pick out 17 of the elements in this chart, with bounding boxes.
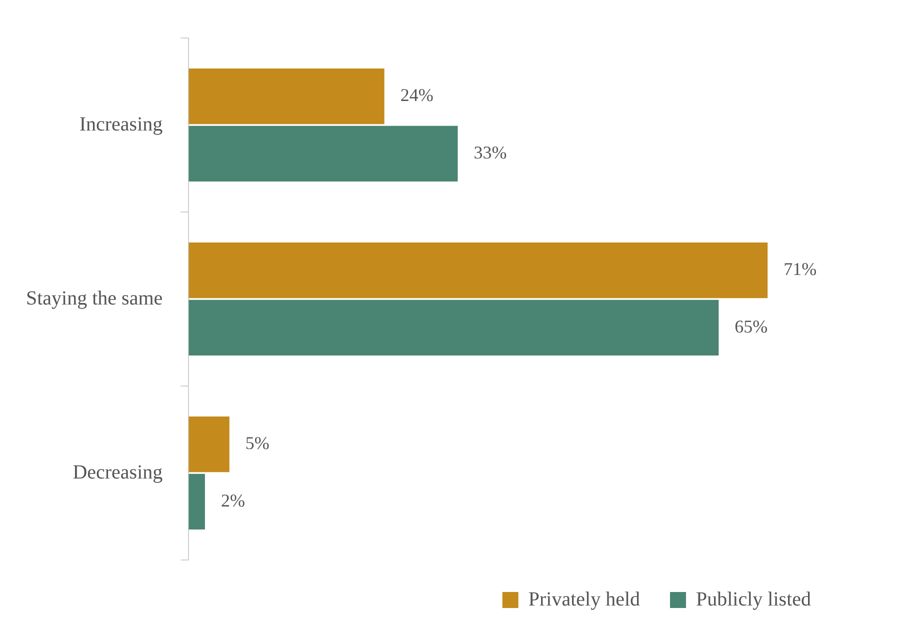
data-label: 5% <box>245 433 270 454</box>
data-label: 33% <box>474 142 507 162</box>
bar <box>188 68 384 124</box>
bar <box>188 416 230 472</box>
bar <box>188 242 768 298</box>
y-tick-label: Increasing <box>79 113 163 136</box>
data-label: 65% <box>734 316 768 336</box>
data-label: 2% <box>220 490 245 510</box>
y-tick-label: Decreasing <box>72 461 163 484</box>
legend-label: Publicly listed <box>696 588 811 610</box>
bar <box>188 474 205 530</box>
legend-label: Privately held <box>528 588 640 610</box>
data-label: 71% <box>784 259 817 280</box>
y-tick-label: Staying the same <box>26 287 163 310</box>
bar <box>188 300 719 356</box>
bar <box>188 126 458 182</box>
data-label: 24% <box>400 85 434 106</box>
